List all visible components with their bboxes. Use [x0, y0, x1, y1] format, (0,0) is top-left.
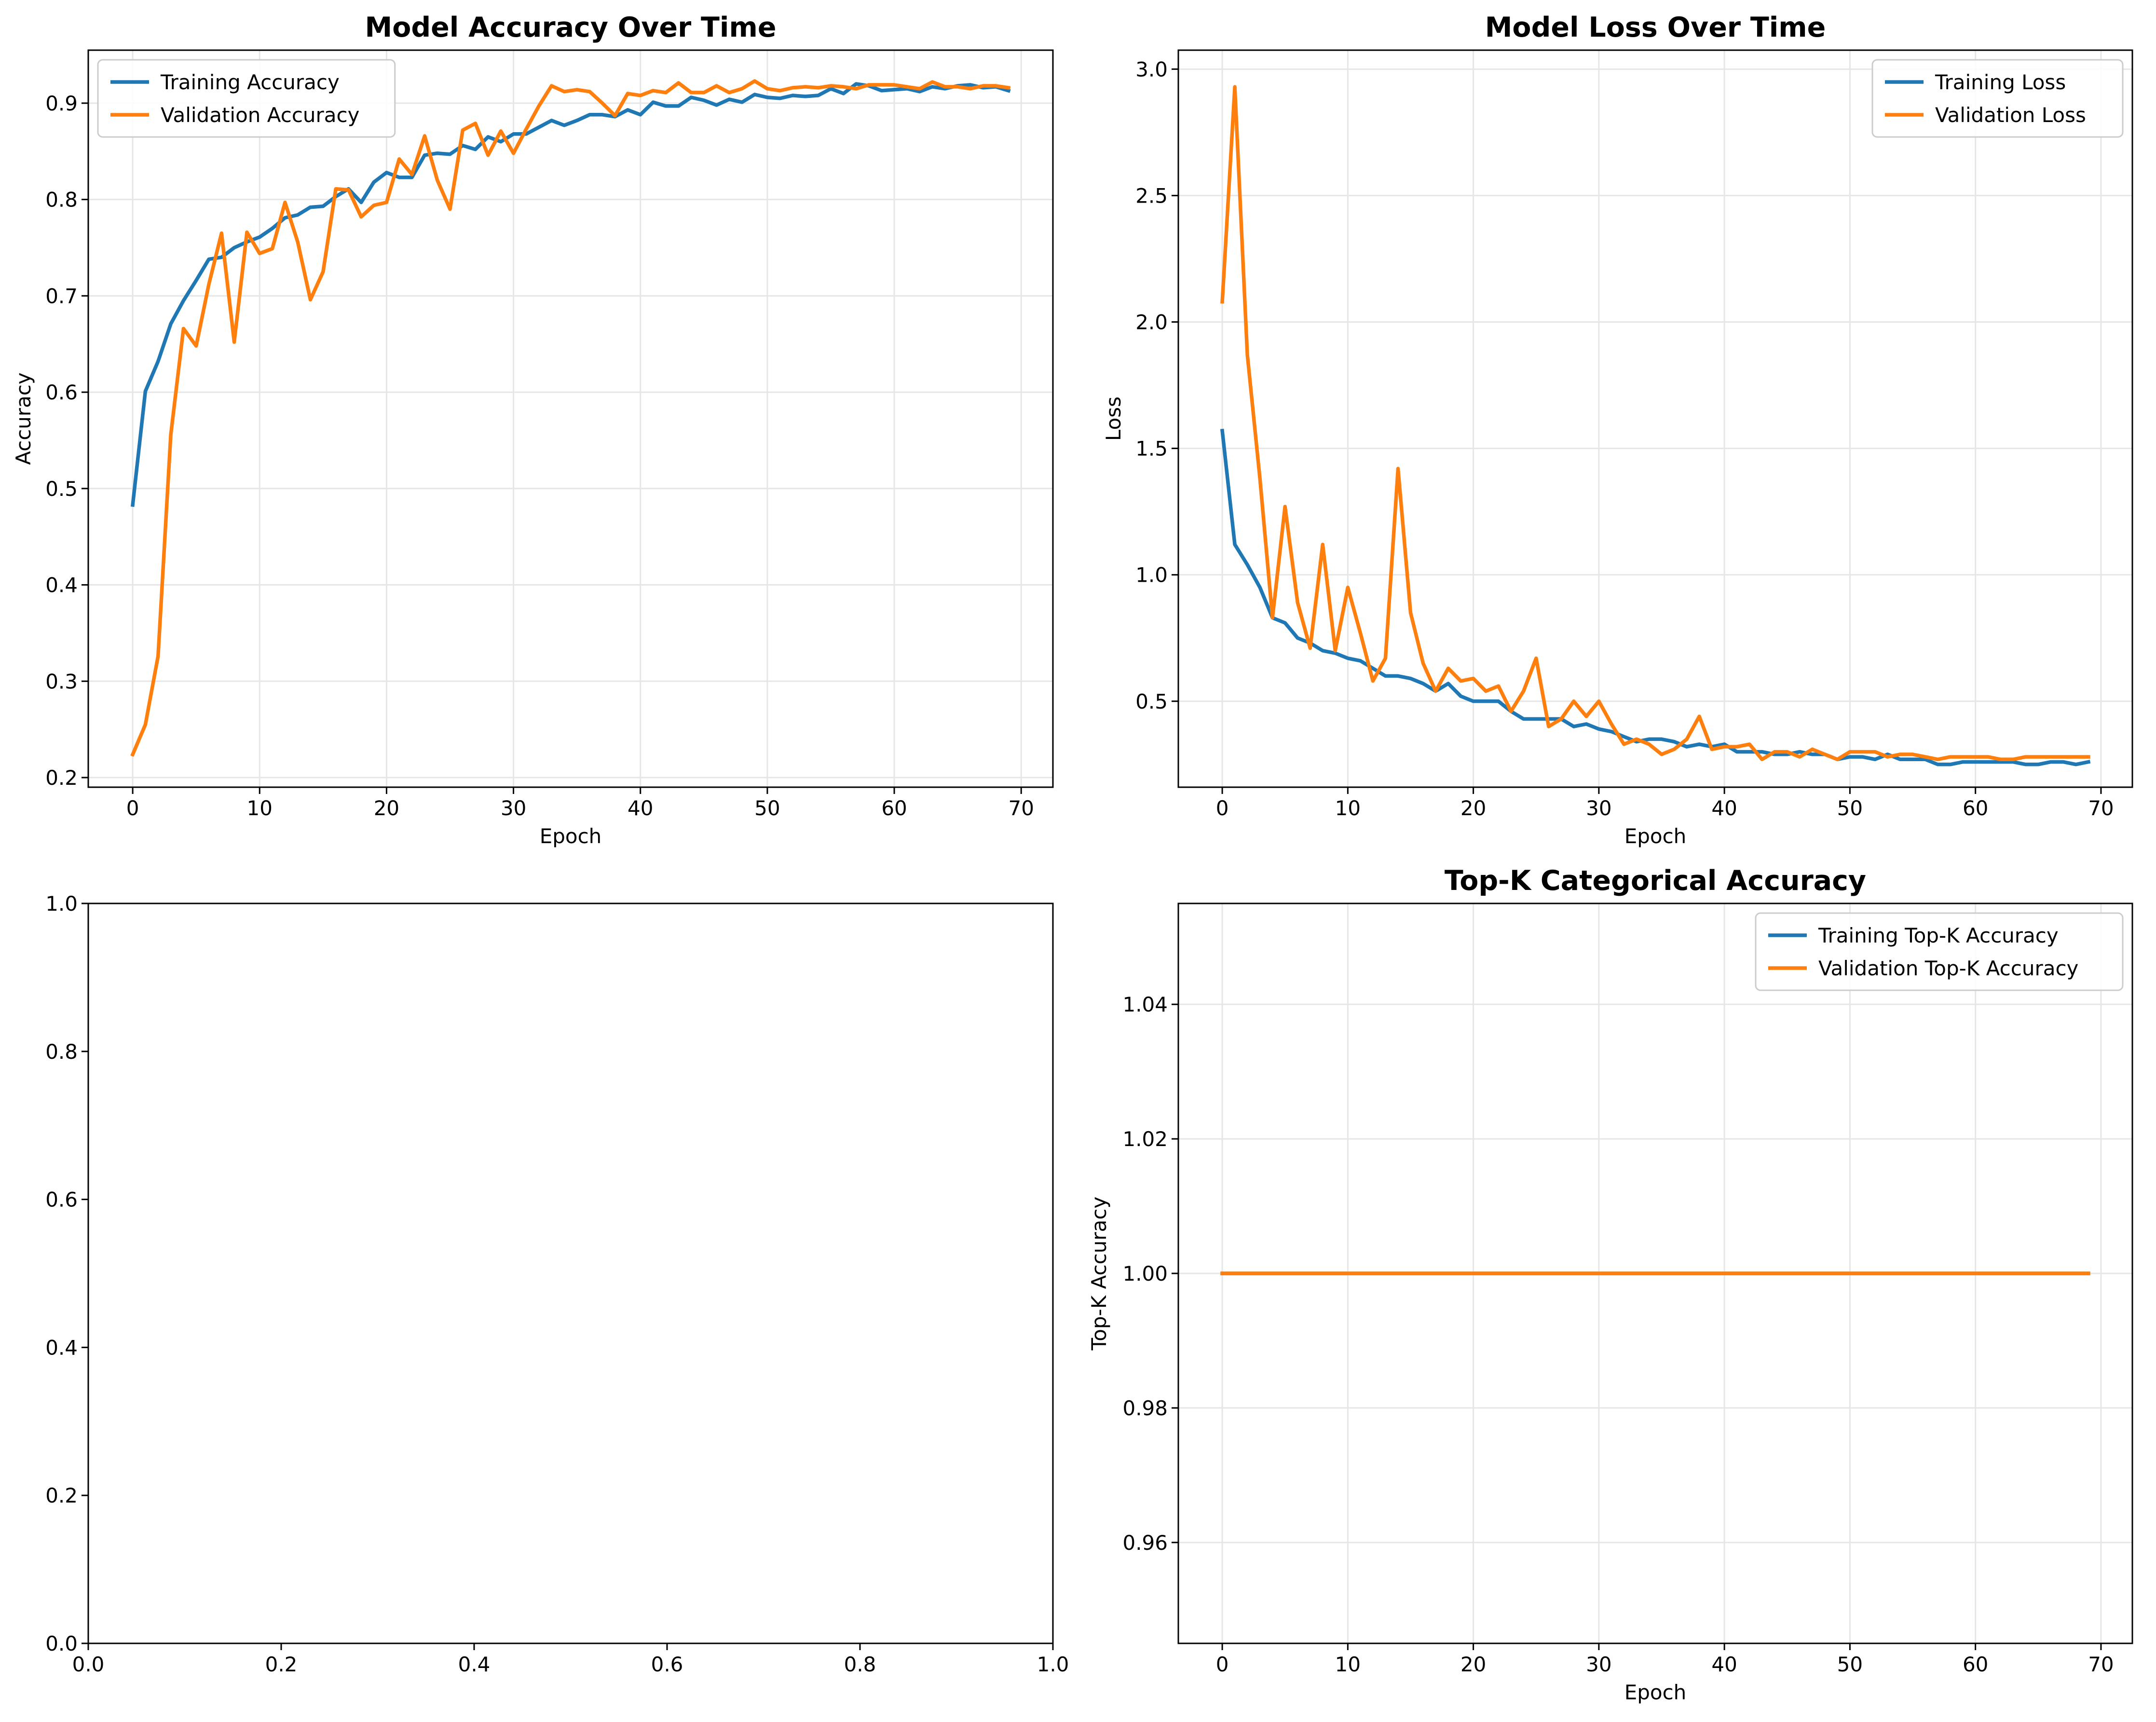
y-tick-label: 0.4	[45, 574, 78, 597]
x-axis-label: Epoch	[1624, 824, 1687, 848]
y-tick-label: 0.2	[45, 1484, 78, 1507]
x-tick-label: 10	[247, 796, 273, 820]
legend-box	[97, 59, 396, 138]
y-tick-label: 3.0	[1135, 57, 1168, 81]
y-tick-label: 1.5	[1135, 437, 1168, 461]
grid-lines	[88, 50, 1053, 787]
x-tick-label: 50	[1837, 796, 1863, 820]
series-line-training-accuracy	[130, 82, 1011, 507]
chart-title: Model Accuracy Over Time	[365, 12, 776, 43]
x-axis-label: Epoch	[1624, 1681, 1687, 1704]
legend: Training Top-K Accuracy Validation Top-K …	[1755, 912, 2124, 991]
y-tick-label: 2.5	[1135, 184, 1168, 207]
x-tick-label: 1.0	[1037, 1653, 1069, 1676]
x-tick-label: 30	[1586, 1653, 1611, 1676]
y-axis-label: Accuracy	[12, 372, 35, 465]
legend-entry: Training Top-K Accuracy	[1818, 924, 2059, 947]
x-tick-label: 70	[1008, 796, 1034, 820]
y-tick-label: 0.4	[45, 1336, 78, 1359]
x-axis-label: Epoch	[540, 824, 602, 848]
x-tick-label: 10	[1335, 796, 1361, 820]
x-tick-label: 20	[374, 796, 399, 820]
x-tick-label: 30	[501, 796, 526, 820]
legend-entry: Validation Loss	[1935, 103, 2086, 127]
legend-entry: Training Loss	[1935, 70, 2066, 94]
y-tick-label: 0.3	[45, 670, 78, 693]
chart-panel-3: 0.0 0.2 0.4 0.6 0.8 1.0 0.0 0.2 0.4 0.6 0.8 1.0	[45, 892, 1069, 1676]
x-tick-label: 0.8	[844, 1653, 876, 1676]
x-tick-label: 10	[1335, 1653, 1361, 1676]
y-tick-label: 0.98	[1122, 1396, 1168, 1420]
x-tick-label: 20	[1460, 1653, 1486, 1676]
y-tick-label: 0.6	[45, 1188, 78, 1212]
y-tick-label: 0.5	[45, 477, 78, 501]
x-tick-label: 40	[628, 796, 653, 820]
legend-entry: Training Accuracy	[160, 70, 340, 94]
y-tick-label: 1.0	[1135, 563, 1168, 587]
x-tick-label: 50	[754, 796, 780, 820]
y-tick-label: 1.04	[1122, 993, 1168, 1016]
x-tick-label: 60	[1963, 1653, 1988, 1676]
x-tick-label: 0.2	[265, 1653, 298, 1676]
axes-frame	[87, 902, 1054, 1644]
series-line-validation-accuracy	[130, 79, 1011, 757]
y-tick-label: 0.7	[45, 284, 78, 308]
legend: Training Loss Validation Loss	[1871, 59, 2124, 138]
series-line-validation-loss	[1220, 85, 2090, 762]
x-tick-label: 0	[1216, 1653, 1229, 1676]
x-tick-label: 0.6	[651, 1653, 683, 1676]
y-tick-label: 1.0	[45, 892, 78, 916]
y-tick-label: 0.96	[1122, 1531, 1168, 1555]
axes-frame	[87, 49, 1054, 788]
y-tick-label: 1.00	[1122, 1262, 1168, 1285]
x-tick-label: 0	[126, 796, 139, 820]
x-tick-label: 0.4	[458, 1653, 491, 1676]
y-tick-label: 0.0	[45, 1632, 78, 1655]
y-tick-label: 0.5	[1135, 690, 1168, 713]
x-tick-label: 60	[1963, 796, 1988, 820]
chart-title: Model Loss Over Time	[1485, 12, 1826, 43]
y-tick-label: 0.8	[45, 1040, 78, 1064]
y-tick-label: 0.2	[45, 766, 78, 790]
x-tick-label: 0	[1216, 796, 1229, 820]
chart-panel-1: 0 10 20 30 40 50 60 70 0.2 0.3 0.4 0.5 0.6 0.7 0.8 0.9 M…	[12, 12, 1054, 848]
chart-panel-2: 0 10 20 30 40 50 60 70 0.5 1.0 1.5 2.0 2.5 3.0 Model L…	[1102, 12, 2133, 848]
y-tick-label: 2.0	[1135, 310, 1168, 334]
y-tick-label: 0.9	[45, 92, 78, 115]
axes-frame	[1177, 49, 2133, 788]
x-tick-label: 60	[881, 796, 907, 820]
x-tick-label: 30	[1586, 796, 1611, 820]
chart-panel-4: 0 10 20 30 40 50 60 70 0.96 0.98 1.00 1.02 1.04 Top-K…	[1087, 865, 2133, 1704]
x-tick-label: 20	[1460, 796, 1486, 820]
legend-entry: Validation Top-K Accuracy	[1818, 957, 2078, 980]
legend: Training Accuracy Validation Accuracy	[97, 59, 396, 138]
y-tick-label: 0.8	[45, 188, 78, 212]
grid-lines	[1178, 50, 2132, 787]
legend-box	[1755, 912, 2124, 991]
x-tick-label: 40	[1711, 1653, 1737, 1676]
chart-title: Top-K Categorical Accuracy	[1445, 865, 1866, 897]
series-line-training-loss	[1220, 428, 2091, 766]
x-tick-label: 70	[2088, 1653, 2114, 1676]
x-tick-label: 0.0	[72, 1653, 105, 1676]
x-tick-label: 40	[1711, 796, 1737, 820]
legend-entry: Validation Accuracy	[161, 103, 360, 127]
y-tick-label: 1.02	[1122, 1127, 1168, 1151]
y-axis-label: Top-K Accuracy	[1087, 1197, 1111, 1351]
y-tick-label: 0.6	[45, 381, 78, 404]
y-axis-label: Loss	[1102, 396, 1125, 441]
legend-box	[1871, 59, 2124, 138]
x-tick-label: 70	[2088, 796, 2114, 820]
x-tick-label: 50	[1837, 1653, 1863, 1676]
